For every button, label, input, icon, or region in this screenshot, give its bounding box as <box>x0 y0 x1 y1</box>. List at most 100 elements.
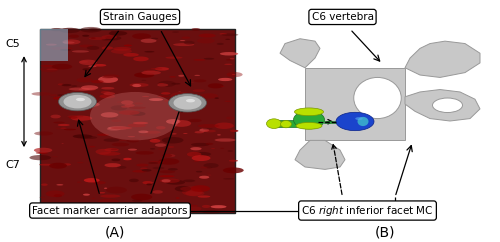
Ellipse shape <box>134 72 154 78</box>
Ellipse shape <box>130 208 138 211</box>
Ellipse shape <box>158 158 180 165</box>
Ellipse shape <box>186 99 195 102</box>
Ellipse shape <box>53 97 64 100</box>
Ellipse shape <box>158 83 164 84</box>
Ellipse shape <box>191 152 211 156</box>
Ellipse shape <box>160 178 180 183</box>
Ellipse shape <box>183 180 195 182</box>
Ellipse shape <box>89 37 106 40</box>
Ellipse shape <box>174 102 189 106</box>
Ellipse shape <box>194 59 205 61</box>
Bar <box>40 29 235 213</box>
Text: Facet marker carrier adaptors: Facet marker carrier adaptors <box>32 205 188 216</box>
Ellipse shape <box>166 57 182 59</box>
Ellipse shape <box>228 170 232 171</box>
Ellipse shape <box>226 117 234 119</box>
Ellipse shape <box>90 92 180 140</box>
Ellipse shape <box>124 104 134 107</box>
Ellipse shape <box>144 70 156 73</box>
Ellipse shape <box>49 165 56 167</box>
Ellipse shape <box>129 179 139 182</box>
Bar <box>324 121 338 123</box>
Ellipse shape <box>142 71 161 75</box>
Ellipse shape <box>128 149 137 151</box>
Ellipse shape <box>198 34 216 38</box>
Ellipse shape <box>88 100 92 101</box>
Ellipse shape <box>223 167 244 173</box>
Ellipse shape <box>140 167 147 169</box>
Ellipse shape <box>223 178 234 180</box>
Ellipse shape <box>68 115 84 118</box>
Ellipse shape <box>148 161 162 164</box>
Ellipse shape <box>68 88 90 91</box>
Ellipse shape <box>56 184 64 185</box>
Ellipse shape <box>112 143 129 146</box>
Ellipse shape <box>232 74 235 75</box>
Ellipse shape <box>226 39 230 40</box>
Ellipse shape <box>80 27 102 32</box>
Ellipse shape <box>191 143 210 146</box>
Ellipse shape <box>79 45 93 47</box>
Ellipse shape <box>194 160 200 162</box>
Ellipse shape <box>36 152 48 154</box>
Ellipse shape <box>118 140 126 141</box>
Ellipse shape <box>140 39 156 43</box>
Ellipse shape <box>166 119 180 124</box>
Ellipse shape <box>228 150 233 152</box>
Ellipse shape <box>166 180 185 185</box>
Ellipse shape <box>183 133 188 134</box>
Ellipse shape <box>64 129 76 130</box>
Ellipse shape <box>108 118 118 119</box>
Ellipse shape <box>83 194 90 196</box>
Ellipse shape <box>214 97 219 99</box>
Ellipse shape <box>58 124 70 126</box>
Ellipse shape <box>221 86 224 87</box>
Ellipse shape <box>150 68 162 70</box>
Ellipse shape <box>204 130 208 131</box>
Ellipse shape <box>123 53 139 57</box>
Circle shape <box>336 112 374 131</box>
Ellipse shape <box>40 197 46 198</box>
Ellipse shape <box>116 101 124 103</box>
Ellipse shape <box>200 129 209 132</box>
Ellipse shape <box>93 181 106 184</box>
Ellipse shape <box>78 88 96 91</box>
Ellipse shape <box>81 85 98 90</box>
Ellipse shape <box>63 41 74 44</box>
Ellipse shape <box>224 64 232 65</box>
Ellipse shape <box>46 68 58 70</box>
Ellipse shape <box>194 75 200 76</box>
Ellipse shape <box>146 131 148 132</box>
Ellipse shape <box>172 31 179 33</box>
Ellipse shape <box>152 182 154 183</box>
Ellipse shape <box>218 78 232 81</box>
Ellipse shape <box>104 75 120 78</box>
Ellipse shape <box>79 60 97 65</box>
Ellipse shape <box>206 143 214 145</box>
Ellipse shape <box>172 120 191 127</box>
Ellipse shape <box>151 38 158 39</box>
Ellipse shape <box>64 102 74 106</box>
Polygon shape <box>295 140 345 169</box>
Ellipse shape <box>158 161 164 163</box>
Ellipse shape <box>106 36 112 37</box>
Ellipse shape <box>102 76 113 78</box>
Ellipse shape <box>214 138 236 142</box>
Ellipse shape <box>190 147 202 150</box>
Ellipse shape <box>217 134 221 136</box>
Ellipse shape <box>69 35 79 38</box>
Ellipse shape <box>152 190 163 194</box>
Ellipse shape <box>54 206 68 209</box>
Ellipse shape <box>204 163 218 168</box>
Ellipse shape <box>77 162 84 163</box>
Ellipse shape <box>158 81 176 87</box>
Ellipse shape <box>159 170 176 173</box>
Ellipse shape <box>355 117 363 120</box>
Ellipse shape <box>132 170 148 173</box>
Ellipse shape <box>192 89 205 92</box>
Ellipse shape <box>186 190 204 196</box>
Ellipse shape <box>217 43 224 45</box>
Ellipse shape <box>132 199 142 202</box>
Ellipse shape <box>146 183 152 185</box>
Ellipse shape <box>88 65 96 67</box>
